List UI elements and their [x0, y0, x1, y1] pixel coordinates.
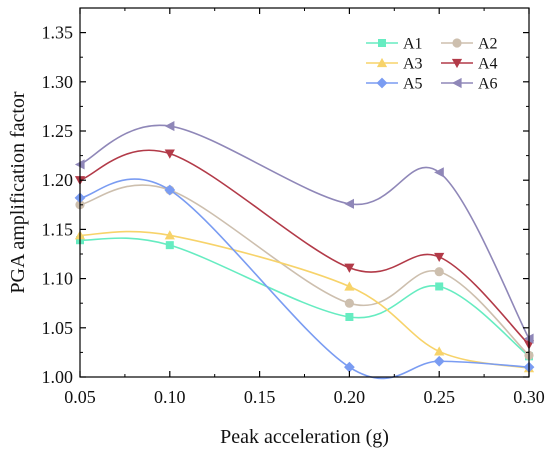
data-point-a1-2 [165, 241, 174, 250]
data-point-a3-2 [164, 230, 175, 240]
data-point-a4-4 [434, 252, 445, 263]
x-tick-label: 0.05 [64, 387, 96, 407]
x-tick-label: 0.20 [334, 387, 366, 407]
y-tick-label: 1.20 [42, 170, 74, 190]
y-tick-label: 1.35 [42, 23, 74, 43]
legend-marker-a5 [376, 77, 388, 89]
legend-label-a2: A2 [478, 36, 498, 53]
legend-label-a3: A3 [403, 56, 423, 73]
data-point-a4-2 [164, 149, 175, 159]
legend: A1 A2 A3 A4 A5 A6 [366, 36, 498, 93]
x-tick-label: 0.10 [154, 387, 186, 407]
y-tick-label: 1.25 [42, 121, 74, 141]
y-tick-label: 1.00 [42, 367, 74, 387]
x-tick-label: 0.30 [513, 387, 545, 407]
y-tick-label: 1.30 [42, 72, 74, 92]
data-point-a6-3 [344, 198, 354, 209]
data-point-a3-3 [344, 281, 355, 291]
y-tick-label: 1.05 [42, 318, 74, 338]
axes: 0.05 0.10 0.15 0.20 0.25 0.30 1.00 1.05 1.10 1.15… [42, 7, 545, 407]
data-point-a1-3 [345, 312, 354, 321]
y-tick-label: 1.15 [42, 219, 74, 239]
x-tick-label: 0.25 [423, 387, 455, 407]
data-point-a2-3 [344, 298, 354, 308]
data-point-a5-2 [164, 184, 176, 196]
data-point-a3-4 [434, 346, 445, 356]
series-line-a3 [79, 230, 530, 369]
x-axis-title: Peak acceleration (g) [220, 426, 389, 448]
legend-marker-a2 [452, 38, 462, 48]
legend-label-a6: A6 [478, 76, 498, 93]
legend-label-a4: A4 [478, 56, 498, 73]
legend-marker-a1 [378, 39, 386, 47]
y-axis-title: PGA amplification factor [7, 91, 29, 294]
legend-marker-a6 [451, 77, 462, 89]
data-point-a4-3 [344, 263, 355, 273]
data-point-a1-4 [435, 282, 444, 291]
y-tick-label: 1.10 [42, 269, 74, 289]
data-point-a6-2 [164, 120, 175, 132]
legend-marker-a4 [451, 58, 463, 69]
legend-label-a1: A1 [403, 36, 423, 53]
data-point-a5-4 [433, 355, 445, 367]
plot-layer [74, 120, 535, 380]
legend-label-a5: A5 [403, 76, 423, 93]
x-tick-label: 0.15 [244, 387, 276, 407]
series-line-a5 [79, 178, 530, 380]
legend-marker-a3 [376, 57, 388, 68]
data-point-a5-3 [344, 361, 355, 373]
data-point-a2-4 [434, 267, 444, 277]
data-point-a6-4 [434, 167, 444, 178]
